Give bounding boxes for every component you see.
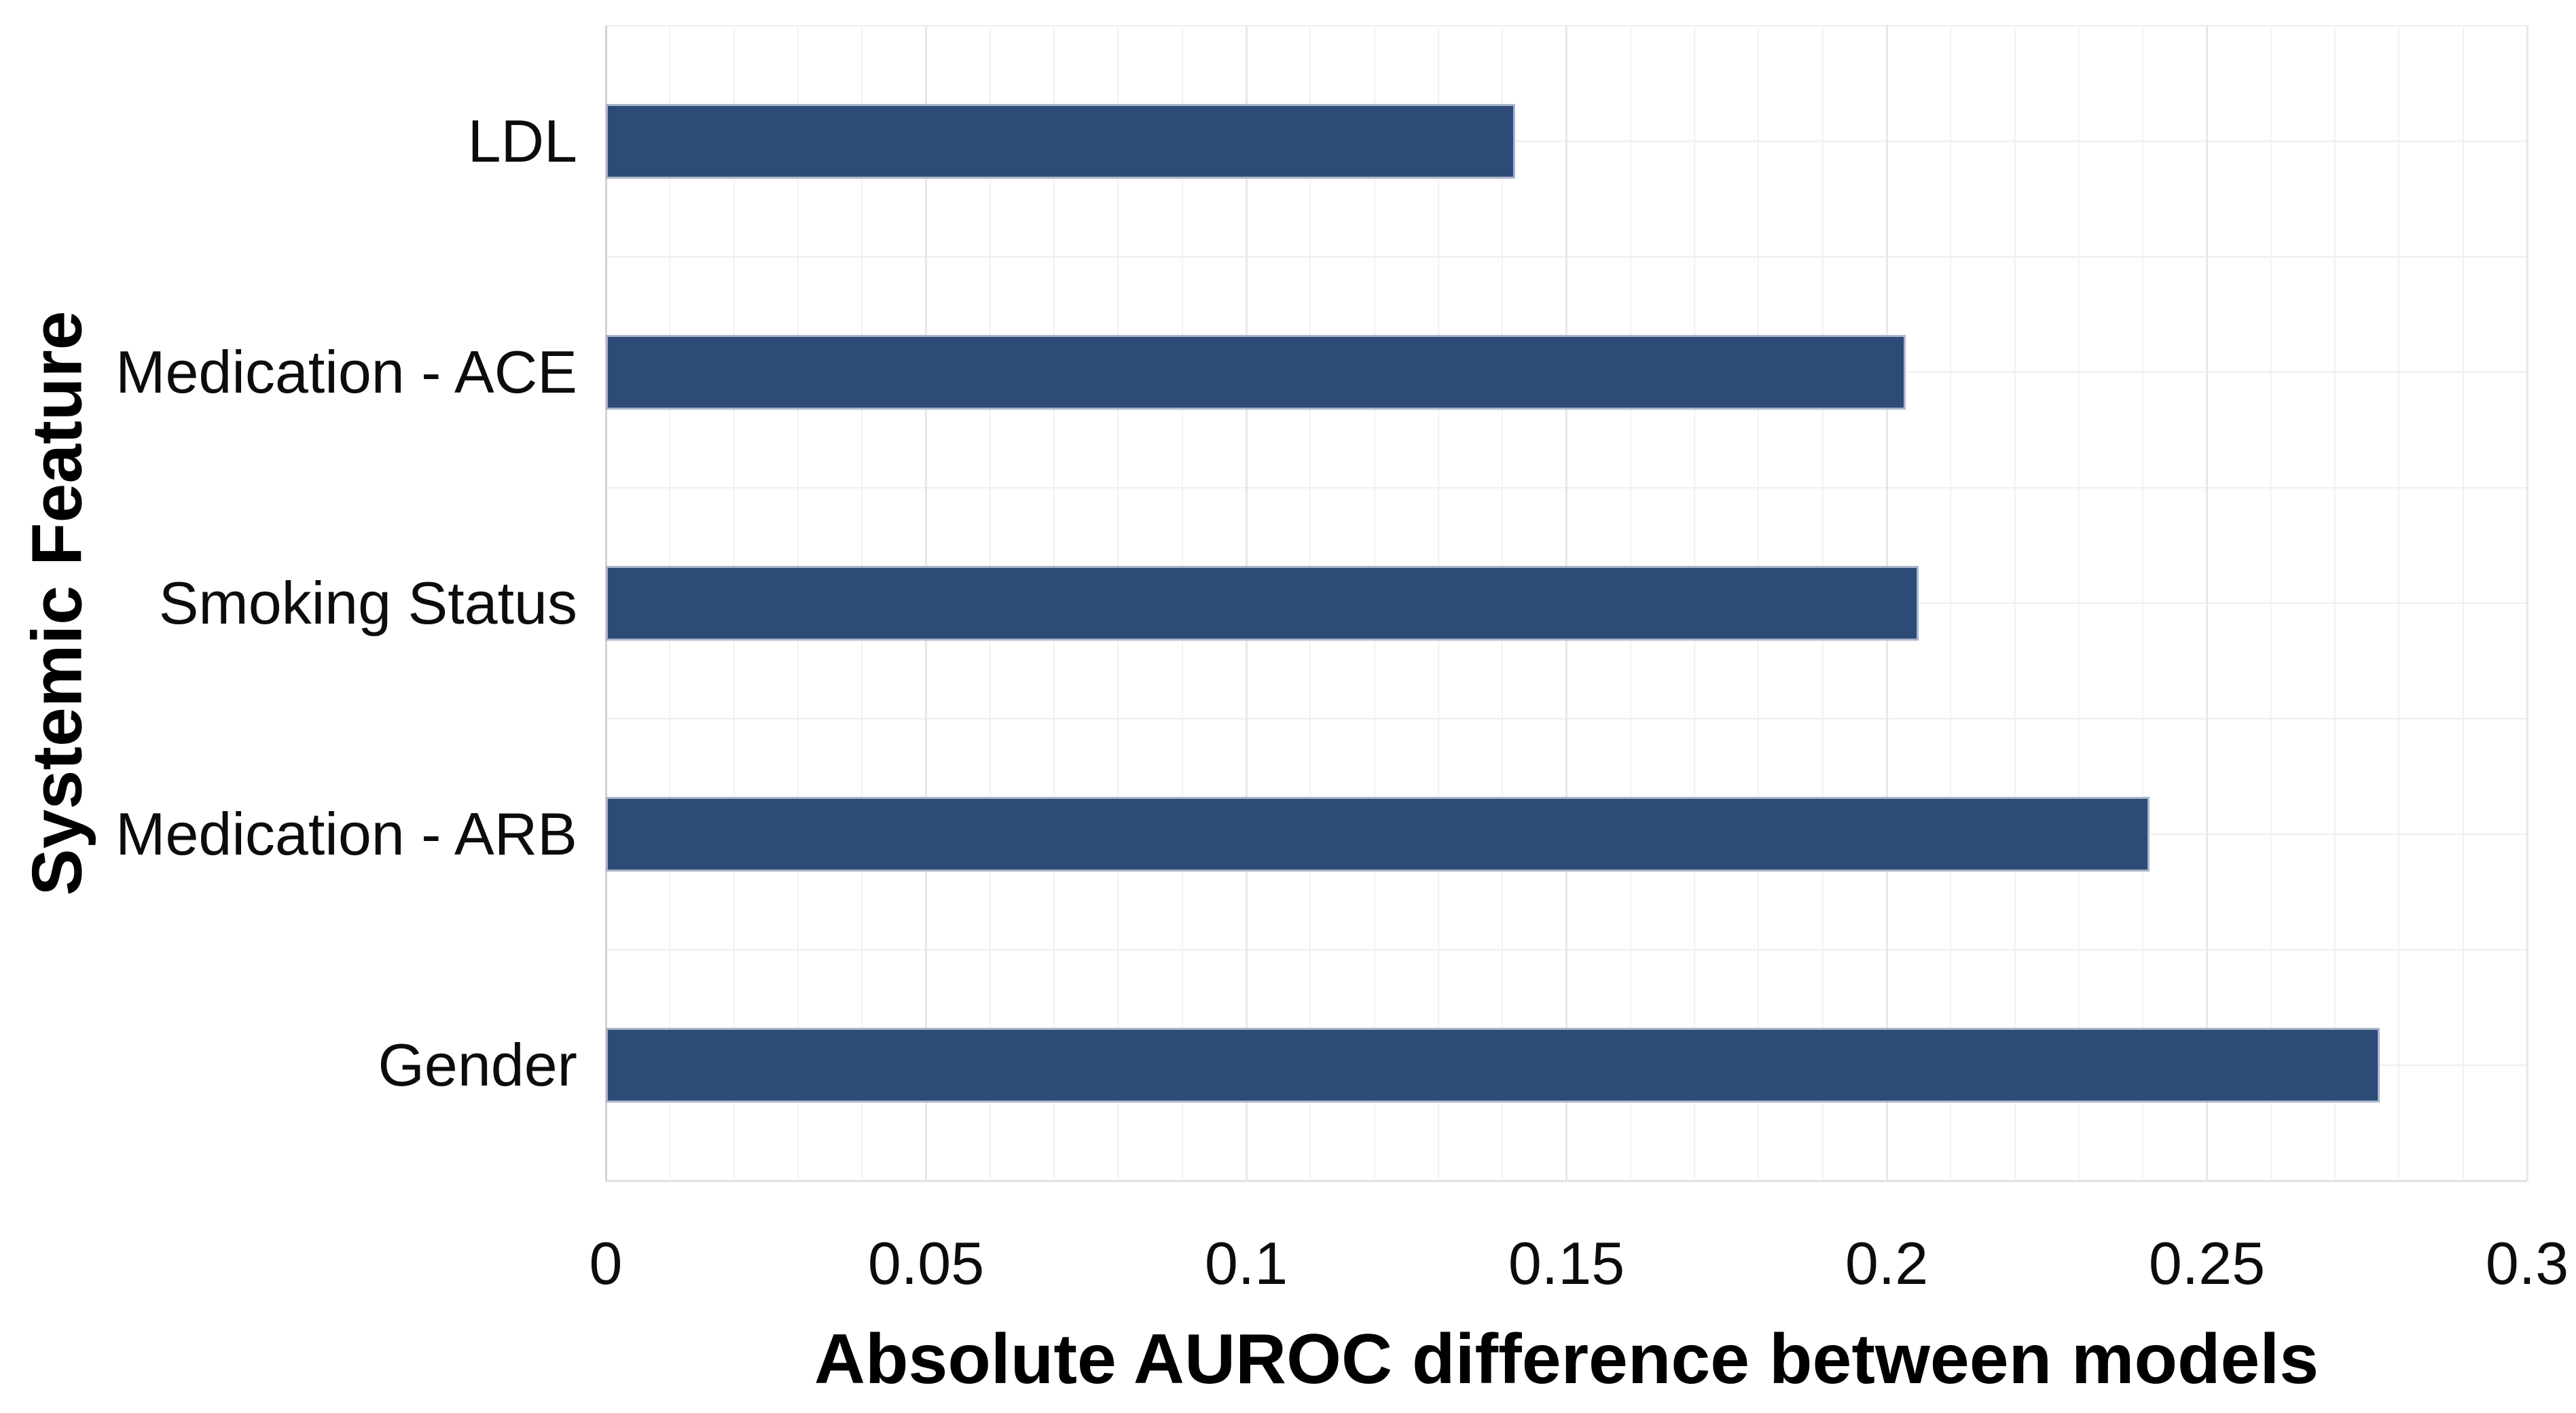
x-axis-line (606, 1180, 2527, 1182)
x-tick-label: 0.05 (867, 1230, 985, 1297)
bar-smoking-status (606, 566, 1919, 641)
category-label: Gender (378, 1031, 577, 1098)
minor-gridline (2398, 26, 2400, 1181)
bar-row (606, 488, 2527, 719)
minor-gridline (2078, 26, 2080, 1181)
minor-gridline (2142, 26, 2144, 1181)
x-tick-label: 0 (589, 1230, 623, 1297)
minor-gridline (2334, 26, 2336, 1181)
x-tick-label: 0.15 (1508, 1230, 1625, 1297)
bar-row (606, 257, 2527, 488)
category-label: LDL (467, 107, 577, 175)
bar-row (606, 719, 2527, 950)
x-tick-label: 0.3 (2485, 1230, 2569, 1297)
major-gridline (2526, 26, 2528, 1181)
bar-row (606, 26, 2527, 257)
category-label: Smoking Status (158, 569, 577, 637)
x-tick-label: 0.1 (1204, 1230, 1288, 1297)
minor-gridline (1950, 26, 1952, 1181)
bar-row (606, 950, 2527, 1181)
major-gridline (2206, 26, 2208, 1181)
category-label: Medication - ARB (115, 800, 577, 868)
minor-gridline (2462, 26, 2464, 1181)
bar-ldl (606, 104, 1516, 179)
x-tick-label: 0.2 (1845, 1230, 1929, 1297)
x-tick-label: 0.25 (2148, 1230, 2266, 1297)
minor-gridline (2270, 26, 2272, 1181)
minor-gridline (2014, 26, 2016, 1181)
plot-area (604, 25, 2528, 1182)
x-axis-title: Absolute AUROC difference between models (814, 1320, 2319, 1399)
bar-medication-ace (606, 335, 1906, 410)
category-label: Medication - ACE (115, 338, 577, 406)
bar-gender (606, 1028, 2380, 1103)
bar-medication-arb (606, 797, 2149, 872)
